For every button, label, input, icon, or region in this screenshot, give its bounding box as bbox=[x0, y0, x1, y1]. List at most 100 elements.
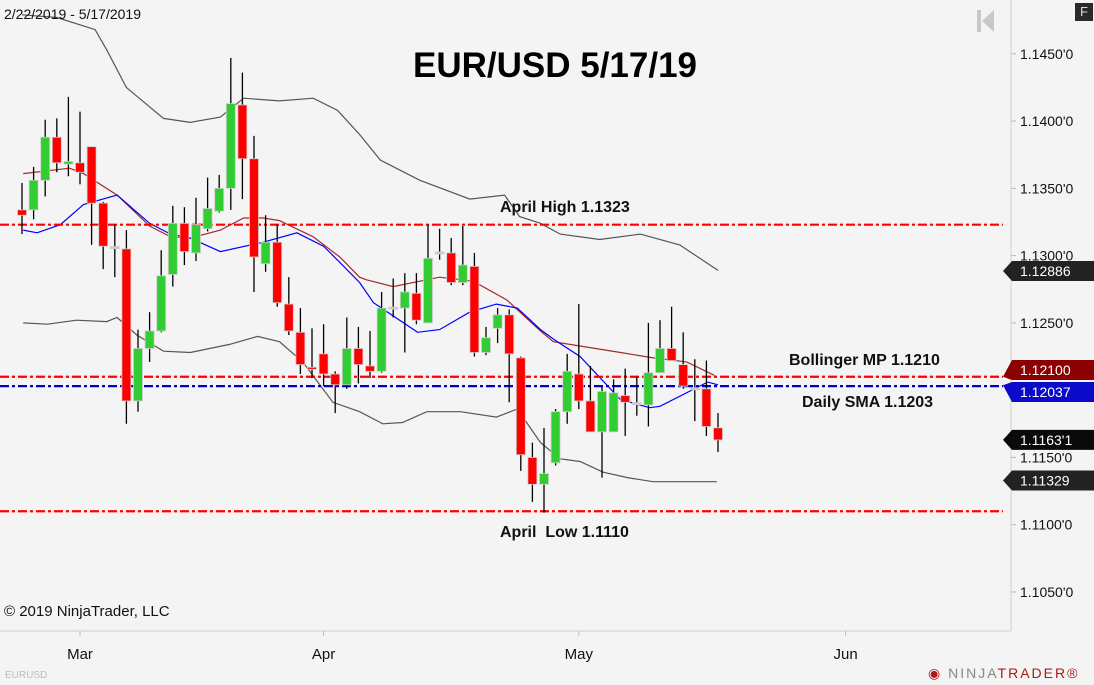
candle bbox=[434, 228, 445, 260]
candle-body bbox=[353, 348, 364, 366]
candle-body bbox=[40, 136, 51, 181]
candle-body bbox=[225, 103, 236, 189]
candle bbox=[504, 309, 515, 403]
candle bbox=[214, 174, 225, 213]
candle bbox=[237, 72, 248, 200]
candle bbox=[86, 146, 97, 245]
candle-body bbox=[307, 366, 317, 370]
candle bbox=[562, 353, 573, 424]
candle-body bbox=[179, 222, 190, 252]
candle-body bbox=[295, 331, 306, 366]
symbol-label: EURUSD bbox=[5, 670, 48, 681]
candle-body bbox=[17, 209, 27, 216]
candle bbox=[527, 442, 538, 502]
candle-body bbox=[434, 251, 445, 255]
bollinger-mid-line bbox=[23, 167, 715, 376]
candle-body bbox=[388, 306, 399, 310]
price-marker-label: 1.12037 bbox=[1020, 384, 1071, 400]
candle-body bbox=[504, 314, 515, 355]
skip-to-start-icon[interactable] bbox=[977, 10, 994, 32]
candle-body bbox=[98, 202, 109, 247]
candle bbox=[167, 205, 178, 287]
ninjatrader-logo: ◉ NINJATRADER® bbox=[928, 665, 1080, 681]
price-marker-tag bbox=[1003, 260, 1094, 281]
x-tick-label: Apr bbox=[312, 646, 335, 663]
candle-body bbox=[527, 457, 538, 485]
candle-body bbox=[249, 158, 259, 258]
candle-body bbox=[28, 179, 39, 211]
candle bbox=[272, 224, 283, 307]
candle bbox=[28, 166, 39, 220]
copyright: © 2019 NinjaTrader, LLC bbox=[4, 603, 170, 620]
candle-body bbox=[191, 224, 201, 254]
candle bbox=[249, 135, 259, 292]
candle-body bbox=[655, 348, 665, 374]
candle-body bbox=[121, 248, 132, 402]
price-marker-label: 1.12886 bbox=[1020, 263, 1071, 279]
candle-body bbox=[713, 427, 723, 441]
candle-body bbox=[457, 264, 468, 283]
candle bbox=[353, 326, 364, 384]
price-marker-tag bbox=[1003, 429, 1094, 450]
price-marker: 1.12886 bbox=[1003, 260, 1094, 281]
candle bbox=[191, 197, 201, 262]
candle-body bbox=[63, 161, 74, 165]
candle-body bbox=[620, 395, 631, 403]
x-tick-label: Jun bbox=[834, 646, 858, 663]
candle-body bbox=[585, 400, 596, 433]
logo-ninja: NINJA bbox=[948, 665, 998, 681]
price-marker: 1.1163'1 bbox=[1003, 429, 1094, 450]
candle-body bbox=[318, 353, 329, 375]
logo-trader: TRADER bbox=[997, 665, 1068, 681]
candle bbox=[446, 238, 457, 286]
bollinger-upper-line bbox=[21, 14, 719, 271]
candle bbox=[573, 304, 584, 410]
f-button[interactable]: F bbox=[1075, 3, 1093, 21]
candle bbox=[109, 224, 120, 278]
date-range: 2/22/2019 - 5/17/2019 bbox=[4, 6, 142, 22]
candle bbox=[550, 409, 561, 466]
candle-body bbox=[109, 246, 120, 249]
candle bbox=[202, 177, 213, 232]
candle bbox=[689, 359, 700, 422]
candle-body bbox=[678, 364, 689, 387]
annotation-april-low: April Low 1.1110 bbox=[500, 524, 629, 541]
candle-body bbox=[539, 473, 549, 485]
candle bbox=[655, 320, 665, 374]
price-markers: 1.12886 1.12100 1.12037 1.1163'1 1.11329 bbox=[1003, 260, 1094, 491]
price-marker: 1.12100 bbox=[1003, 359, 1094, 380]
candle bbox=[144, 312, 155, 362]
candle-body bbox=[515, 357, 526, 456]
candle-body bbox=[492, 314, 503, 329]
candle-body bbox=[608, 392, 619, 433]
y-tick-label: 1.1300'0 bbox=[1020, 248, 1073, 264]
candle-body bbox=[643, 372, 654, 406]
candle bbox=[283, 277, 294, 336]
price-marker: 1.12037 bbox=[1003, 381, 1094, 402]
candle-body bbox=[597, 391, 607, 433]
candle-body bbox=[689, 387, 700, 391]
candle bbox=[51, 118, 62, 173]
candle bbox=[121, 230, 132, 424]
candle-body bbox=[167, 222, 178, 275]
y-tick-label: 1.1250'0 bbox=[1020, 315, 1073, 331]
candle bbox=[678, 332, 689, 389]
candle bbox=[179, 207, 190, 266]
candle bbox=[40, 119, 51, 197]
candle bbox=[539, 427, 549, 513]
y-tick-label: 1.1400'0 bbox=[1020, 113, 1073, 129]
candle bbox=[260, 215, 271, 272]
candle-body bbox=[631, 402, 642, 406]
candle bbox=[98, 201, 109, 270]
candle bbox=[423, 224, 433, 324]
price-marker: 1.11329 bbox=[1003, 470, 1094, 491]
candle-body bbox=[341, 348, 352, 386]
candle-body bbox=[202, 208, 213, 230]
candle bbox=[318, 324, 329, 387]
candle bbox=[399, 273, 410, 353]
candle bbox=[631, 376, 642, 416]
candle bbox=[701, 360, 712, 436]
candle-body bbox=[260, 241, 271, 265]
sma-line bbox=[23, 194, 719, 409]
